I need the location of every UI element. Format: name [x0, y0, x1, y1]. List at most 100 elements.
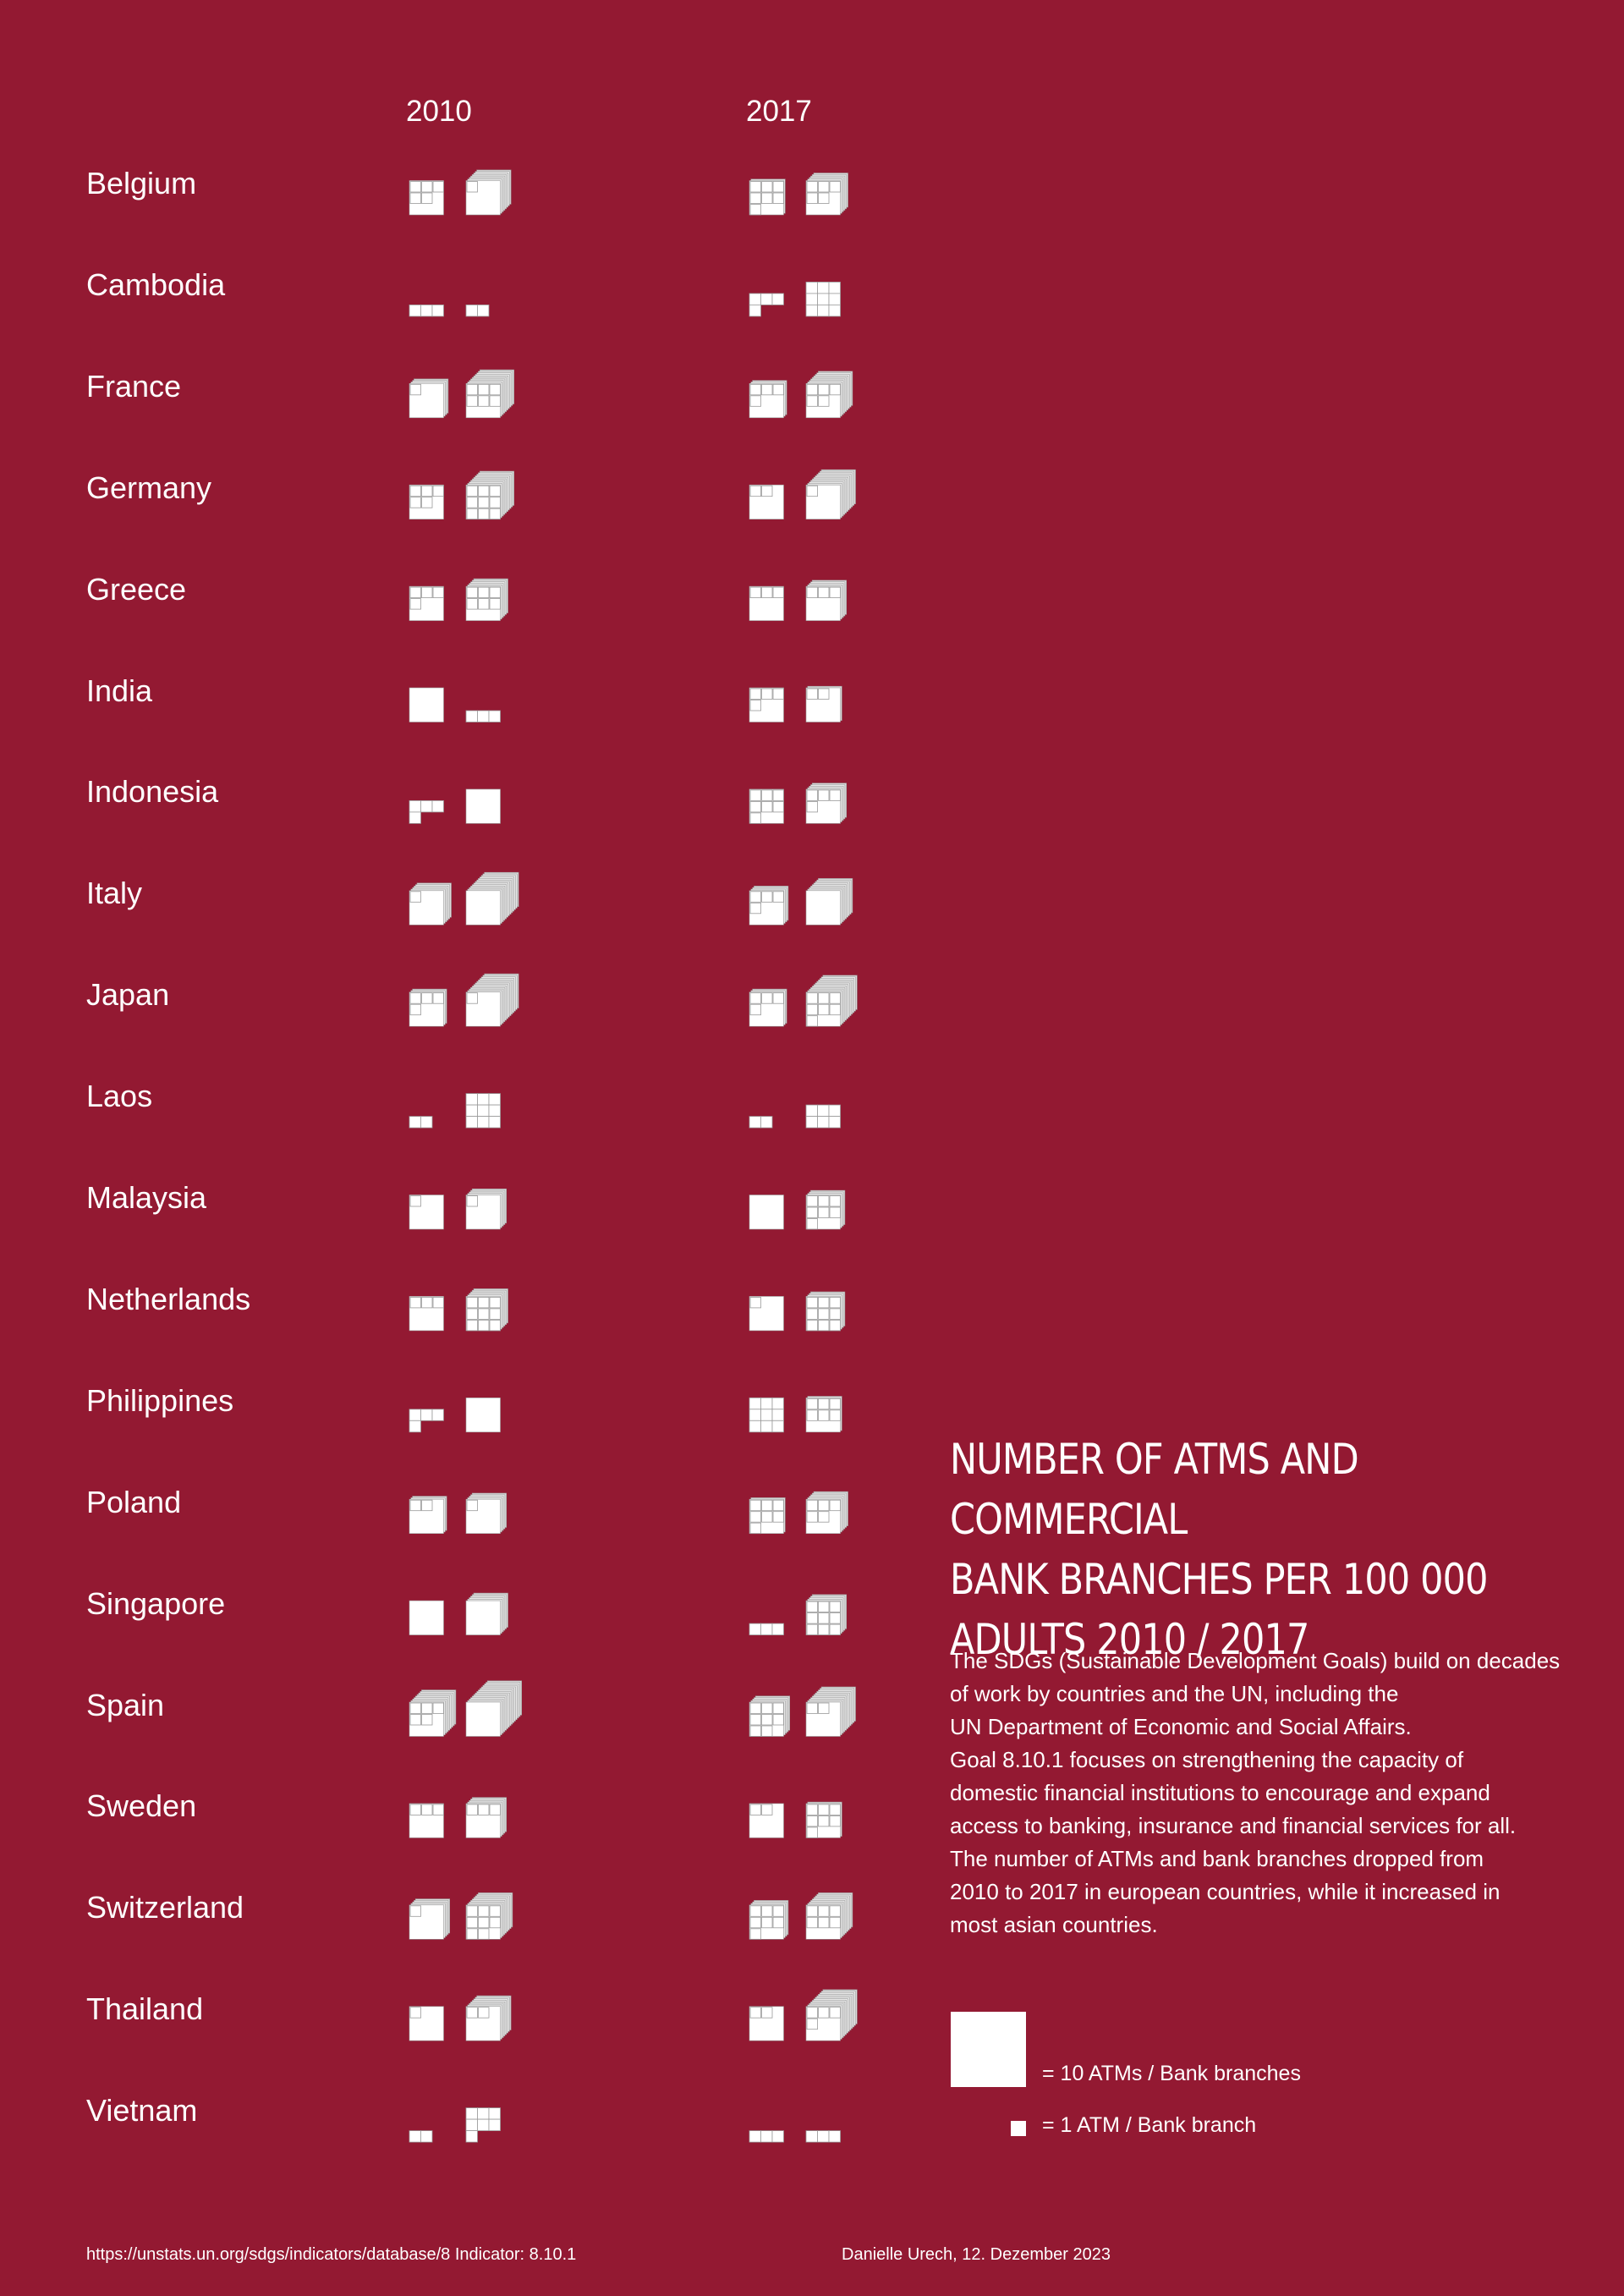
- glyph-2017-branches: [749, 788, 784, 824]
- glyph-2017-branches: [749, 886, 789, 926]
- description-line: The SDGs (Sustainable Development Goals)…: [950, 1648, 1561, 1673]
- legend-one-label: = 1 ATM / Bank branch: [1042, 2113, 1257, 2137]
- description-line: 2010 to 2017 in european countries, whil…: [950, 1879, 1501, 1904]
- legend-ten-square: [951, 2012, 1026, 2087]
- glyph-2010-branches: [409, 2006, 444, 2041]
- glyph-2010-atms: [465, 169, 512, 216]
- glyph-2017-branches: [749, 1195, 784, 1230]
- glyph-2017-atms: [805, 1291, 846, 1332]
- glyph-2010-branches: [409, 1600, 444, 1635]
- description: The SDGs (Sustainable Development Goals)…: [950, 1645, 1561, 1942]
- glyph-2017-atms: [805, 281, 841, 317]
- glyph-2010-atms: [465, 973, 519, 1027]
- glyph-2017-branches: [749, 1803, 784, 1838]
- glyph-2017-atms: [805, 1189, 846, 1230]
- glyph-2017-branches: [749, 1623, 784, 1635]
- glyph-2010-branches: [409, 1689, 457, 1737]
- glyph-2010-atms: [465, 1680, 523, 1737]
- glyph-2017-atms: [805, 1491, 848, 1534]
- glyph-2017-branches: [749, 2130, 784, 2143]
- glyph-2017-branches: [749, 1116, 773, 1129]
- glyph-2010-atms: [465, 871, 519, 926]
- glyph-2017-atms: [805, 975, 858, 1027]
- glyph-2010-atms: [465, 1398, 501, 1433]
- description-line: UN Department of Economic and Social Aff…: [950, 1714, 1412, 1739]
- glyph-2017-branches: [749, 1296, 784, 1332]
- glyph-2010-atms: [465, 1288, 508, 1332]
- glyph-2017-atms: [805, 1892, 853, 1940]
- country-label: Poland: [86, 1484, 182, 1519]
- legend-one-square: [1011, 2121, 1026, 2136]
- chart-title: NUMBER OF ATMS AND COMMERCIAL BANK BRANC…: [950, 1430, 1503, 1670]
- glyph-2010-atms: [465, 1093, 501, 1129]
- title-line-2: BANK BRANCHES PER 100 000: [950, 1555, 1488, 1604]
- description-line: The number of ATMs and bank branches dro…: [950, 1846, 1484, 1871]
- glyph-2017-atms: [805, 878, 853, 926]
- glyph-2017-branches: [749, 179, 786, 216]
- country-label: Philippines: [86, 1382, 234, 1418]
- glyph-2010-branches: [409, 378, 449, 419]
- glyph-2010-atms: [465, 1892, 513, 1940]
- glyph-2017-branches: [749, 988, 787, 1027]
- glyph-2010-atms: [465, 1797, 508, 1838]
- glyph-2010-atms: [465, 1592, 508, 1635]
- country-label: Cambodia: [86, 266, 226, 302]
- description-line: domestic financial institutions to encou…: [950, 1780, 1490, 1805]
- country-label: Spain: [86, 1687, 165, 1722]
- glyph-2010-branches: [409, 1116, 433, 1129]
- description-line: of work by countries and the UN, includi…: [950, 1681, 1399, 1706]
- glyph-2017-atms: [805, 1104, 841, 1129]
- glyph-2010-atms: [465, 1995, 512, 2041]
- glyph-2010-atms: [465, 2107, 501, 2143]
- credit-footer: Danielle Urech, 12. Dezember 2023: [842, 2245, 1111, 2264]
- glyph-2017-atms: [805, 2130, 841, 2143]
- glyph-2017-branches: [749, 1695, 791, 1737]
- glyph-2010-branches: [409, 1898, 451, 1940]
- glyph-2017-branches: [749, 1497, 786, 1535]
- glyph-2010-atms: [465, 470, 515, 520]
- glyph-2010-branches: [409, 1409, 444, 1433]
- title-line-3: ADULTS 2010 / 2017: [950, 1615, 1309, 1664]
- glyph-2010-branches: [409, 304, 444, 317]
- country-label: France: [86, 368, 182, 404]
- year-label-2017: 2017: [746, 95, 812, 128]
- pictogram-chart: [409, 169, 858, 2143]
- glyph-2017-branches: [749, 1900, 789, 1940]
- country-label: Germany: [86, 470, 212, 505]
- glyph-2017-atms: [805, 1396, 842, 1433]
- description-line: Goal 8.10.1 focuses on strengthening the…: [950, 1747, 1464, 1772]
- glyph-2017-atms: [805, 1594, 848, 1635]
- source-footer: https://unstats.un.org/sdgs/indicators/d…: [86, 2245, 577, 2264]
- glyph-2010-atms: [465, 788, 501, 824]
- country-label: Malaysia: [86, 1180, 207, 1215]
- glyph-2010-atms: [465, 1189, 508, 1230]
- legend-ten-label: = 10 ATMs / Bank branches: [1042, 2062, 1301, 2085]
- glyph-2010-atms: [465, 710, 501, 722]
- glyph-2017-atms: [805, 1801, 842, 1838]
- country-label: Greece: [86, 571, 187, 607]
- glyph-2017-branches: [749, 380, 787, 419]
- glyph-2010-branches: [409, 180, 444, 216]
- glyph-2010-branches: [409, 882, 452, 926]
- glyph-2010-atms: [465, 578, 508, 621]
- title-line-1: NUMBER OF ATMS AND COMMERCIAL: [950, 1435, 1359, 1544]
- description-line: access to banking, insurance and financi…: [950, 1813, 1517, 1838]
- country-label: Belgium: [86, 166, 197, 200]
- country-label: Italy: [86, 876, 143, 911]
- country-label: Singapore: [86, 1585, 226, 1621]
- glyph-2010-branches: [409, 800, 444, 824]
- glyph-2017-branches: [749, 484, 784, 520]
- glyph-2017-branches: [749, 1397, 784, 1433]
- description-line: most asian countries.: [950, 1912, 1158, 1937]
- country-label: Japan: [86, 977, 170, 1013]
- country-label: Switzerland: [86, 1890, 244, 1925]
- country-label: Indonesia: [86, 774, 219, 810]
- glyph-2017-branches: [749, 687, 784, 722]
- glyph-2017-atms: [805, 173, 848, 216]
- country-label: India: [86, 673, 153, 708]
- glyph-2017-atms: [805, 685, 842, 722]
- glyph-2010-branches: [409, 687, 444, 722]
- glyph-2010-branches: [409, 1496, 447, 1534]
- glyph-2010-branches: [409, 484, 444, 520]
- glyph-2010-branches: [409, 1195, 444, 1230]
